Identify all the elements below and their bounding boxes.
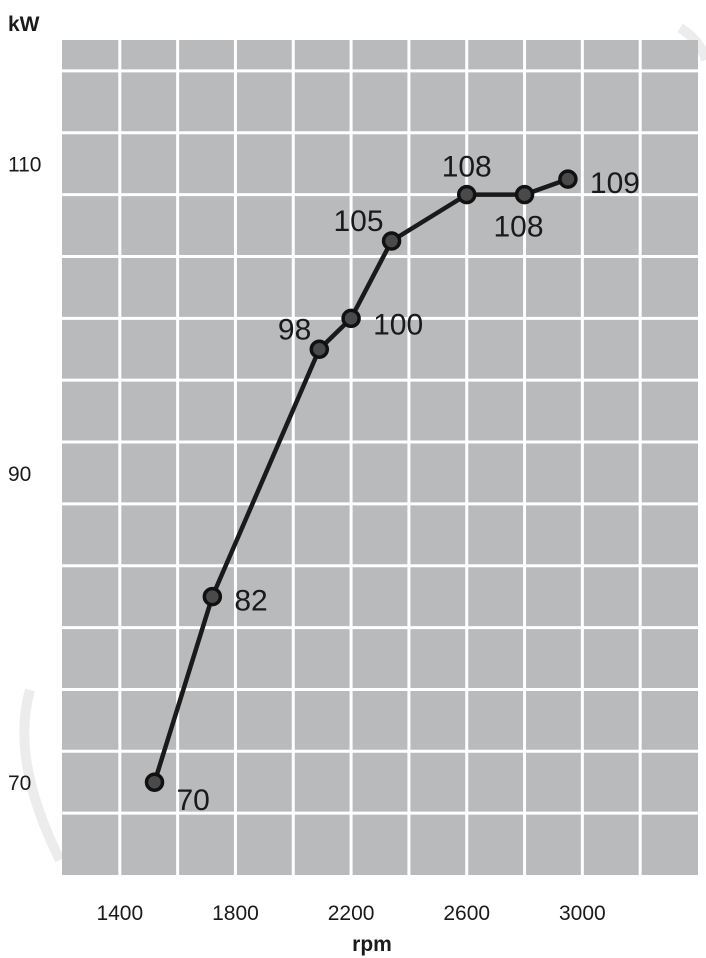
data-label: 82	[234, 585, 267, 618]
data-label: 105	[334, 205, 384, 238]
data-label: 70	[177, 784, 210, 817]
data-label: 108	[494, 211, 544, 244]
data-point	[309, 339, 330, 360]
y-axis-ticks: 70 90 110	[8, 154, 41, 796]
x-tick-label: 1400	[96, 902, 143, 925]
data-label: 109	[590, 167, 640, 200]
grid	[62, 40, 698, 875]
y-tick-label: 110	[8, 154, 41, 177]
data-label: 108	[442, 151, 492, 184]
x-axis-ticks: 1400 1800 2200 2600 3000	[96, 902, 605, 925]
x-tick-label: 1800	[212, 902, 259, 925]
data-point	[514, 184, 535, 205]
data-label: 98	[278, 313, 311, 346]
data-point	[202, 586, 223, 607]
y-tick-label: 70	[8, 772, 31, 795]
x-tick-label: 2600	[443, 902, 490, 925]
y-axis-title: kW	[8, 13, 40, 36]
x-axis-title: rpm	[352, 933, 392, 956]
data-point	[456, 184, 477, 205]
plot-area	[62, 40, 698, 875]
data-points	[144, 169, 578, 792]
data-point	[144, 772, 165, 792]
x-tick-label: 2200	[328, 902, 375, 925]
x-tick-label: 3000	[559, 902, 606, 925]
data-point	[341, 308, 361, 329]
data-point	[558, 169, 578, 189]
data-point	[381, 231, 402, 251]
y-tick-label: 90	[8, 463, 31, 486]
data-label: 100	[373, 308, 423, 341]
